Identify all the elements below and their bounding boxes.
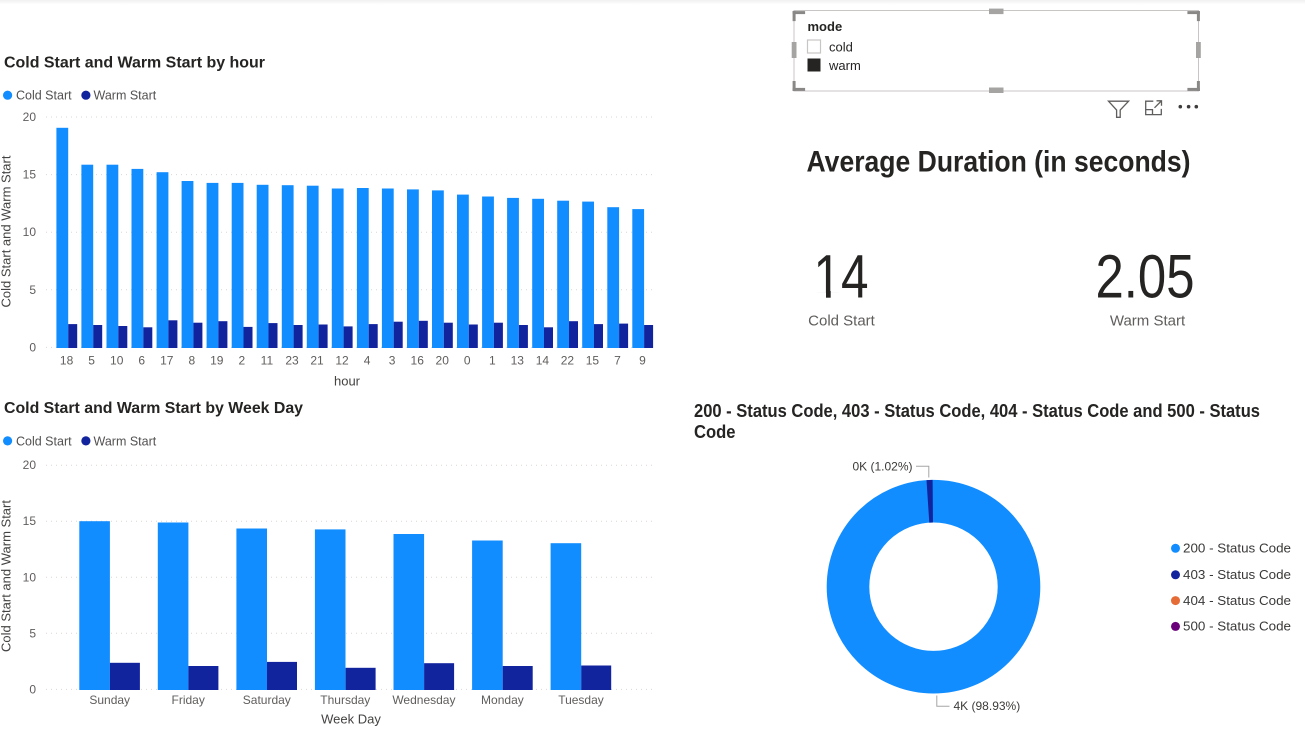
svg-text:Week Day: Week Day xyxy=(321,712,381,727)
svg-text:2.05: 2.05 xyxy=(1096,243,1195,311)
svg-text:Wednesday: Wednesday xyxy=(392,693,455,707)
svg-text:17: 17 xyxy=(160,354,174,368)
svg-text:10: 10 xyxy=(23,570,37,584)
svg-text:20: 20 xyxy=(23,110,37,124)
svg-text:Average Duration (in seconds): Average Duration (in seconds) xyxy=(807,146,1191,179)
svg-text:7: 7 xyxy=(614,354,621,368)
svg-text:Sunday: Sunday xyxy=(89,693,130,707)
svg-text:10: 10 xyxy=(110,354,124,368)
svg-text:Cold Start and Warm Start by W: Cold Start and Warm Start by Week Day xyxy=(4,400,303,417)
svg-text:12: 12 xyxy=(335,354,349,368)
svg-text:Code: Code xyxy=(694,421,736,442)
svg-text:1: 1 xyxy=(489,354,496,368)
svg-text:22: 22 xyxy=(561,354,575,368)
svg-text:Warm Start: Warm Start xyxy=(1110,313,1186,330)
svg-text:warm: warm xyxy=(828,58,861,73)
svg-text:11: 11 xyxy=(261,354,274,368)
svg-text:14: 14 xyxy=(536,354,550,368)
svg-text:15: 15 xyxy=(586,354,600,368)
svg-text:2: 2 xyxy=(239,354,246,368)
svg-text:9: 9 xyxy=(639,354,646,368)
svg-text:404 - Status Code: 404 - Status Code xyxy=(1183,593,1291,608)
svg-text:Friday: Friday xyxy=(172,693,205,707)
svg-text:500 - Status Code: 500 - Status Code xyxy=(1183,619,1291,634)
svg-text:6: 6 xyxy=(138,354,145,368)
svg-text:4K (98.93%): 4K (98.93%) xyxy=(954,699,1021,713)
svg-text:18: 18 xyxy=(60,354,74,368)
svg-text:mode: mode xyxy=(808,19,843,34)
svg-text:Cold Start: Cold Start xyxy=(808,313,876,330)
svg-text:10: 10 xyxy=(23,225,37,239)
svg-text:Cold Start: Cold Start xyxy=(16,89,72,103)
svg-text:23: 23 xyxy=(285,354,299,368)
svg-text:Thursday: Thursday xyxy=(320,693,370,707)
svg-text:20: 20 xyxy=(23,458,37,472)
svg-text:403 - Status Code: 403 - Status Code xyxy=(1183,567,1291,582)
svg-text:5: 5 xyxy=(88,354,95,368)
svg-text:200 - Status Code, 403 - Statu: 200 - Status Code, 403 - Status Code, 40… xyxy=(694,400,1260,421)
svg-text:Cold Start: Cold Start xyxy=(16,434,72,448)
svg-text:0K (1.02%): 0K (1.02%) xyxy=(852,460,912,474)
svg-text:Cold Start and Warm Start: Cold Start and Warm Start xyxy=(0,155,14,307)
svg-text:20: 20 xyxy=(436,354,450,368)
svg-text:Saturday: Saturday xyxy=(243,693,291,707)
svg-text:21: 21 xyxy=(310,354,324,368)
svg-text:Warm Start: Warm Start xyxy=(94,89,157,103)
svg-text:16: 16 xyxy=(411,354,425,368)
svg-text:cold: cold xyxy=(829,40,853,55)
svg-text:0: 0 xyxy=(464,354,471,368)
svg-text:Tuesday: Tuesday xyxy=(558,693,604,707)
svg-text:Monday: Monday xyxy=(481,693,524,707)
svg-text:5: 5 xyxy=(29,283,36,297)
svg-text:0: 0 xyxy=(29,340,36,354)
svg-text:200 - Status Code: 200 - Status Code xyxy=(1183,541,1291,556)
svg-text:3: 3 xyxy=(389,354,396,368)
svg-text:15: 15 xyxy=(23,168,37,182)
svg-text:4: 4 xyxy=(364,354,371,368)
svg-text:hour: hour xyxy=(334,374,361,389)
svg-text:19: 19 xyxy=(210,354,224,368)
svg-text:14: 14 xyxy=(814,243,869,311)
svg-text:13: 13 xyxy=(511,354,525,368)
svg-text:Warm Start: Warm Start xyxy=(94,434,157,448)
svg-text:Cold Start and Warm Start by h: Cold Start and Warm Start by hour xyxy=(4,55,265,72)
svg-text:15: 15 xyxy=(23,514,37,528)
svg-text:5: 5 xyxy=(29,626,36,640)
svg-text:8: 8 xyxy=(188,354,195,368)
svg-text:0: 0 xyxy=(29,682,36,696)
svg-text:Cold Start and Warm Start: Cold Start and Warm Start xyxy=(0,500,14,652)
